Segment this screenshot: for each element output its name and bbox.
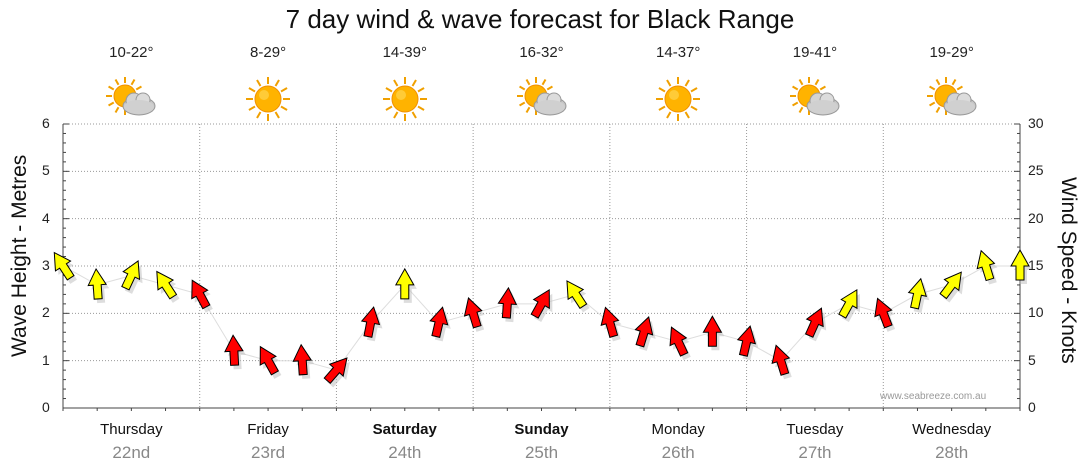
temperature-range: 8-29° bbox=[250, 44, 287, 61]
y-left-tick-label: 2 bbox=[42, 304, 50, 321]
y-left-tick-label: 0 bbox=[42, 399, 50, 415]
wind-arrow bbox=[600, 306, 620, 338]
temperature-range: 16-32° bbox=[519, 44, 564, 61]
day-name-label: Friday bbox=[247, 421, 289, 438]
wind-arrow bbox=[634, 315, 654, 348]
wind-arrow bbox=[292, 343, 313, 376]
wind-arrow bbox=[736, 325, 757, 357]
wind-arrow bbox=[669, 326, 689, 357]
y-right-tick-label: 5 bbox=[1028, 351, 1036, 368]
day-date-label: 27th bbox=[798, 443, 832, 462]
wind-arrow bbox=[259, 345, 280, 376]
day-name-label: Wednesday bbox=[912, 421, 992, 438]
wind-arrow bbox=[463, 297, 483, 329]
wind-arrow bbox=[804, 307, 824, 338]
day-name-label: Tuesday bbox=[786, 421, 844, 438]
wind-arrow bbox=[53, 251, 75, 281]
y-right-tick-label: 10 bbox=[1028, 304, 1044, 321]
day-date-label: 22nd bbox=[112, 443, 151, 462]
day-name-label: Saturday bbox=[372, 421, 437, 438]
y-left-tick-label: 1 bbox=[42, 351, 50, 368]
wind-arrow bbox=[224, 334, 244, 366]
temperature-range: 10-22° bbox=[109, 44, 154, 61]
y-right-tick-label: 15 bbox=[1028, 257, 1044, 273]
wind-arrow bbox=[87, 267, 108, 300]
wind-arrow bbox=[1010, 248, 1030, 281]
wind-arrow bbox=[360, 306, 381, 338]
day-date-label: 25th bbox=[524, 443, 559, 462]
wind-arrow bbox=[838, 288, 858, 319]
wind-arrow bbox=[771, 344, 791, 376]
sun-icon bbox=[650, 76, 706, 122]
wind-arrow bbox=[907, 277, 927, 310]
y-left-tick-label: 3 bbox=[42, 257, 50, 273]
wind-arrow bbox=[874, 297, 893, 329]
partly-cloudy-icon bbox=[924, 76, 980, 122]
sun-icon bbox=[377, 76, 433, 122]
sun-icon bbox=[240, 76, 296, 122]
day-date-label: 26th bbox=[661, 443, 695, 462]
y-right-tick-label: 20 bbox=[1028, 209, 1044, 226]
wind-arrow bbox=[394, 267, 415, 300]
wind-arrow bbox=[976, 249, 996, 282]
wind-arrow bbox=[121, 260, 141, 291]
wind-arrow bbox=[939, 271, 962, 300]
y-left-tick-label: 4 bbox=[42, 209, 50, 226]
temperature-range: 19-29° bbox=[929, 44, 974, 61]
temperature-range: 14-37° bbox=[656, 44, 701, 61]
y-right-tick-label: 30 bbox=[1028, 115, 1044, 131]
day-name-label: Sunday bbox=[514, 421, 569, 438]
partly-cloudy-icon bbox=[514, 76, 570, 122]
wind-arrow bbox=[497, 286, 518, 319]
day-name-label: Thursday bbox=[100, 421, 163, 438]
partly-cloudy-icon bbox=[103, 76, 159, 122]
chart-title: 7 day wind & wave forecast for Black Ran… bbox=[285, 4, 795, 34]
temperature-range: 14-39° bbox=[382, 44, 427, 61]
day-name-label: Monday bbox=[651, 421, 705, 438]
watermark: www.seabreeze.com.au bbox=[880, 391, 987, 402]
wind-arrow bbox=[323, 357, 348, 385]
temperature-range: 19-41° bbox=[792, 44, 838, 61]
day-date-label: 23rd bbox=[251, 443, 286, 462]
day-date-label: 28th bbox=[935, 443, 969, 462]
wind-arrow bbox=[191, 279, 211, 310]
partly-cloudy-icon bbox=[787, 76, 843, 122]
wind-arrow bbox=[702, 315, 723, 347]
y-left-tick-label: 5 bbox=[42, 162, 50, 179]
day-date-label: 24th bbox=[388, 443, 422, 462]
wind-arrow bbox=[530, 288, 550, 319]
wind-arrow bbox=[429, 306, 449, 338]
y-right-tick-label: 25 bbox=[1028, 162, 1044, 179]
wind-arrow bbox=[566, 280, 588, 310]
wind-arrow bbox=[156, 270, 178, 300]
y-left-tick-label: 6 bbox=[42, 115, 50, 131]
y-right-tick-label: 0 bbox=[1028, 399, 1036, 415]
